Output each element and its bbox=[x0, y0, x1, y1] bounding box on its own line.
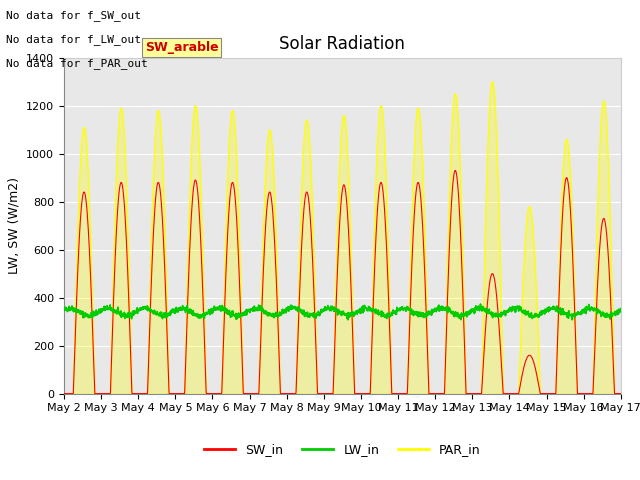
Title: Solar Radiation: Solar Radiation bbox=[280, 35, 405, 53]
Y-axis label: LW, SW (W/m2): LW, SW (W/m2) bbox=[8, 177, 20, 274]
Text: No data for f_LW_out: No data for f_LW_out bbox=[6, 34, 141, 45]
Text: SW_arable: SW_arable bbox=[145, 41, 218, 54]
Text: No data for f_SW_out: No data for f_SW_out bbox=[6, 10, 141, 21]
Text: No data for f_PAR_out: No data for f_PAR_out bbox=[6, 58, 148, 69]
Legend: SW_in, LW_in, PAR_in: SW_in, LW_in, PAR_in bbox=[199, 438, 486, 461]
